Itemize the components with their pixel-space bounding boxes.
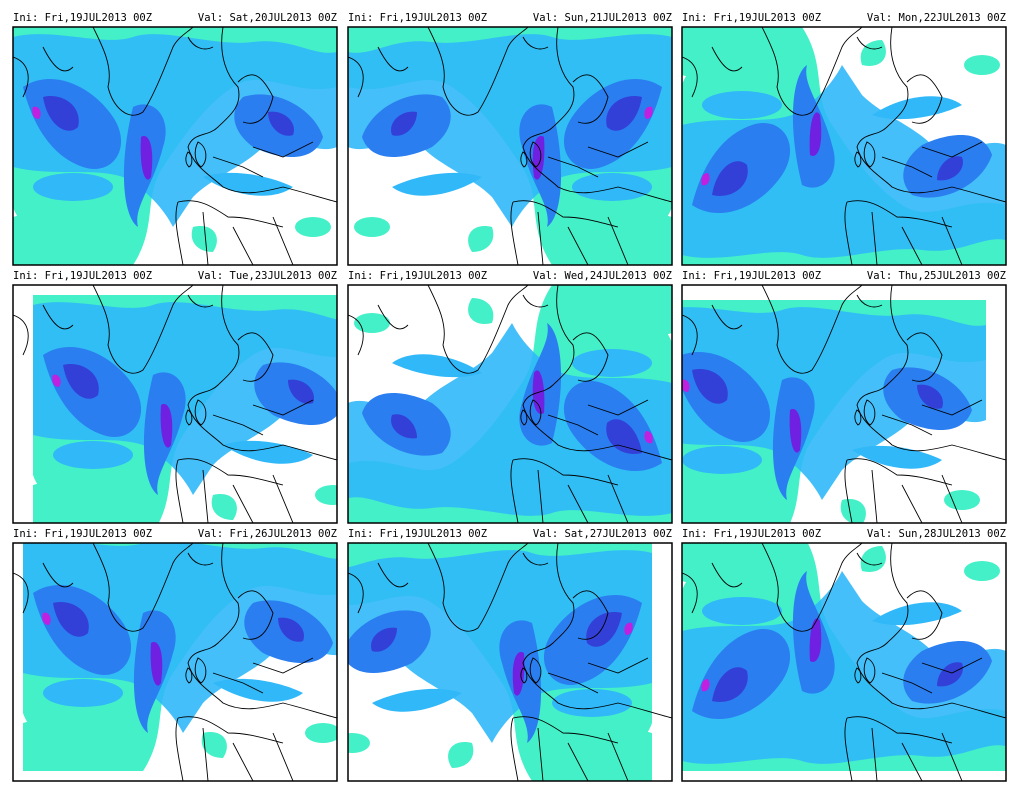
init-time: Ini: Fri,19JUL2013 00Z bbox=[348, 528, 487, 540]
map-frame bbox=[347, 542, 673, 782]
map-field bbox=[13, 285, 337, 523]
valid-time: Val: Mon,22JUL2013 00Z bbox=[867, 12, 1006, 24]
map-field bbox=[682, 285, 1006, 523]
map-panel: Ini: Fri,19JUL2013 00Z Val: Sun,21JUL2013… bbox=[347, 12, 673, 266]
valid-time: Val: Wed,24JUL2013 00Z bbox=[533, 270, 672, 282]
valid-time: Val: Tue,23JUL2013 00Z bbox=[198, 270, 337, 282]
map-panel: Ini: Fri,19JUL2013 00Z Val: Tue,23JUL2013… bbox=[12, 270, 338, 524]
map-frame bbox=[12, 284, 338, 524]
map-frame bbox=[681, 284, 1007, 524]
valid-time: Val: Fri,26JUL2013 00Z bbox=[198, 528, 337, 540]
valid-time: Val: Sat,27JUL2013 00Z bbox=[533, 528, 672, 540]
map-field bbox=[13, 27, 337, 265]
map-field bbox=[682, 27, 1006, 265]
map-panel: Ini: Fri,19JUL2013 00Z Val: Sun,28JUL2013… bbox=[681, 528, 1007, 782]
init-time: Ini: Fri,19JUL2013 00Z bbox=[682, 270, 821, 282]
valid-time: Val: Thu,25JUL2013 00Z bbox=[867, 270, 1006, 282]
map-field bbox=[13, 543, 337, 781]
map-panel: Ini: Fri,19JUL2013 00Z Val: Sat,20JUL2013… bbox=[12, 12, 338, 266]
init-time: Ini: Fri,19JUL2013 00Z bbox=[682, 12, 821, 24]
init-time: Ini: Fri,19JUL2013 00Z bbox=[348, 270, 487, 282]
map-frame bbox=[12, 542, 338, 782]
map-frame bbox=[12, 26, 338, 266]
map-field bbox=[348, 285, 672, 523]
map-frame bbox=[681, 26, 1007, 266]
map-panel: Ini: Fri,19JUL2013 00Z Val: Sat,27JUL2013… bbox=[347, 528, 673, 782]
map-frame bbox=[347, 284, 673, 524]
map-frame bbox=[347, 26, 673, 266]
init-time: Ini: Fri,19JUL2013 00Z bbox=[13, 528, 152, 540]
map-frame bbox=[681, 542, 1007, 782]
map-panel: Ini: Fri,19JUL2013 00Z Val: Fri,26JUL2013… bbox=[12, 528, 338, 782]
map-field bbox=[348, 543, 672, 781]
valid-time: Val: Sun,21JUL2013 00Z bbox=[533, 12, 672, 24]
map-panel: Ini: Fri,19JUL2013 00Z Val: Wed,24JUL2013… bbox=[347, 270, 673, 524]
init-time: Ini: Fri,19JUL2013 00Z bbox=[13, 270, 152, 282]
init-time: Ini: Fri,19JUL2013 00Z bbox=[13, 12, 152, 24]
map-panel: Ini: Fri,19JUL2013 00Z Val: Thu,25JUL2013… bbox=[681, 270, 1007, 524]
init-time: Ini: Fri,19JUL2013 00Z bbox=[348, 12, 487, 24]
map-field bbox=[348, 27, 672, 265]
map-field bbox=[682, 543, 1006, 781]
valid-time: Val: Sun,28JUL2013 00Z bbox=[867, 528, 1006, 540]
map-panel: Ini: Fri,19JUL2013 00Z Val: Mon,22JUL2013… bbox=[681, 12, 1007, 266]
valid-time: Val: Sat,20JUL2013 00Z bbox=[198, 12, 337, 24]
init-time: Ini: Fri,19JUL2013 00Z bbox=[682, 528, 821, 540]
